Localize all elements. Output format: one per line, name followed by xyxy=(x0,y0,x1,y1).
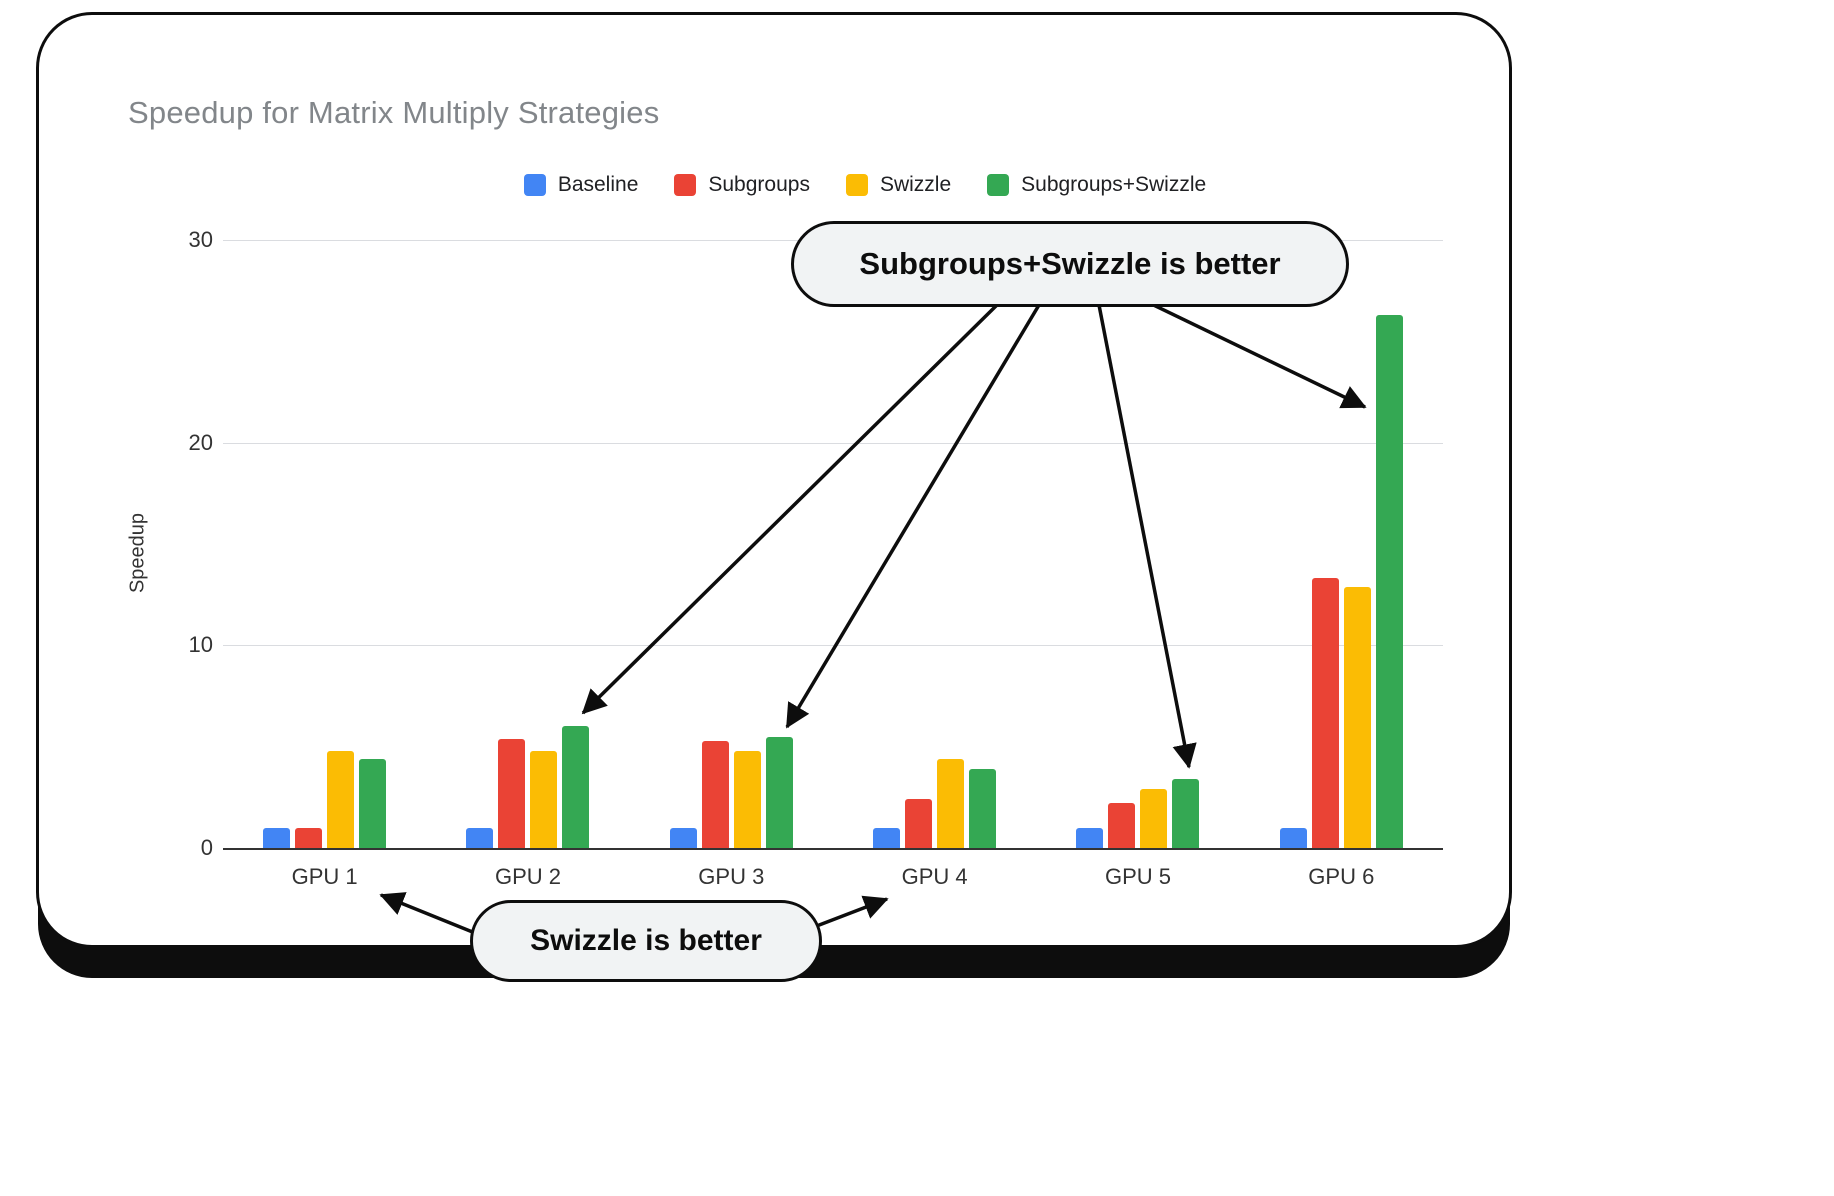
plot-area: GPU 1 GPU 2 GPU 3 GPU 4 GPU 5 GPU 6 xyxy=(223,240,1443,889)
bar-group-gpu-3: GPU 3 xyxy=(669,736,793,889)
bar-swizzle-gpu-3 xyxy=(733,750,761,848)
bar-swizzle-gpu-5 xyxy=(1140,789,1168,848)
y-tick-label: 0 xyxy=(200,835,213,860)
bar-subgroups-gpu-1 xyxy=(295,827,323,848)
legend-label: Subgroups xyxy=(708,173,810,196)
bar-subgroups-gpu-5 xyxy=(1108,803,1136,848)
bar-subgroups-swizzle-gpu-1 xyxy=(359,758,387,848)
callout-swizzle-better: Swizzle is better xyxy=(470,900,822,982)
chart-card: Speedup for Matrix Multiply Strategies B… xyxy=(36,12,1512,982)
chart-title: Speedup for Matrix Multiply Strategies xyxy=(128,95,660,130)
bar-group-gpu-1: GPU 1 xyxy=(263,750,387,889)
bar-baseline-gpu-4 xyxy=(873,827,901,848)
bar-swizzle-gpu-6 xyxy=(1343,586,1371,848)
bar-subgroups-gpu-6 xyxy=(1311,578,1339,848)
bar-subgroups-swizzle-gpu-6 xyxy=(1375,315,1403,848)
legend-item-subgroups-swizzle: Subgroups+Swizzle xyxy=(987,173,1206,197)
legend: Baseline Subgroups Swizzle Subgroups+Swizzl… xyxy=(221,173,1509,197)
bar-group-gpu-2: GPU 2 xyxy=(466,726,590,889)
y-tick-label: 10 xyxy=(188,632,213,658)
bar-baseline-gpu-1 xyxy=(263,827,291,848)
callout-text: Swizzle is better xyxy=(530,924,762,957)
bar-baseline-gpu-2 xyxy=(466,827,494,848)
bar-subgroups-gpu-3 xyxy=(701,740,729,848)
legend-label: Swizzle xyxy=(879,173,952,196)
bar-subgroups-swizzle-gpu-3 xyxy=(765,736,793,848)
legend-swatch xyxy=(523,174,546,196)
bar-subgroups-swizzle-gpu-2 xyxy=(562,726,590,848)
bar-group-gpu-4: GPU 4 xyxy=(873,758,997,889)
bar-group-gpu-5: GPU 5 xyxy=(1076,779,1200,889)
bar-swizzle-gpu-2 xyxy=(530,750,558,848)
legend-label: Subgroups+Swizzle xyxy=(1021,173,1207,196)
bar-swizzle-gpu-4 xyxy=(937,758,965,848)
x-category-label: GPU 4 xyxy=(901,864,968,889)
x-category-label: GPU 5 xyxy=(1104,864,1171,889)
x-category-label: GPU 6 xyxy=(1308,864,1375,889)
bar-baseline-gpu-5 xyxy=(1076,827,1104,848)
legend-item-subgroups: Subgroups xyxy=(674,173,810,197)
legend-label: Baseline xyxy=(557,173,639,196)
bar-groups: GPU 1 GPU 2 GPU 3 GPU 4 GPU 5 GPU 6 xyxy=(223,240,1443,889)
bar-swizzle-gpu-1 xyxy=(327,750,355,848)
bar-subgroups-swizzle-gpu-5 xyxy=(1172,779,1200,848)
callout-subgroups-swizzle-better: Subgroups+Swizzle is better xyxy=(791,221,1349,307)
bar-baseline-gpu-3 xyxy=(669,827,697,848)
bar-group-gpu-6: GPU 6 xyxy=(1279,315,1403,889)
bar-subgroups-gpu-4 xyxy=(905,799,933,848)
bar-subgroups-gpu-2 xyxy=(498,738,526,848)
x-category-label: GPU 3 xyxy=(698,864,765,889)
y-axis-ticks: 0 10 20 30 xyxy=(139,227,213,860)
callout-text: Subgroups+Swizzle is better xyxy=(859,246,1281,281)
arrow-to-gpu4-label xyxy=(813,895,889,929)
y-tick-label: 20 xyxy=(188,429,213,455)
legend-swatch xyxy=(987,174,1010,196)
bar-baseline-gpu-6 xyxy=(1279,827,1307,848)
arrow-to-gpu1-label xyxy=(379,892,476,935)
bar-subgroups-swizzle-gpu-4 xyxy=(969,768,997,848)
x-category-label: GPU 2 xyxy=(494,864,561,889)
y-tick-label: 30 xyxy=(188,227,213,252)
legend-swatch xyxy=(674,174,697,196)
x-category-label: GPU 1 xyxy=(291,864,358,889)
legend-item-swizzle: Swizzle xyxy=(845,173,952,197)
legend-swatch xyxy=(845,174,868,196)
legend-item-baseline: Baseline xyxy=(523,173,639,197)
